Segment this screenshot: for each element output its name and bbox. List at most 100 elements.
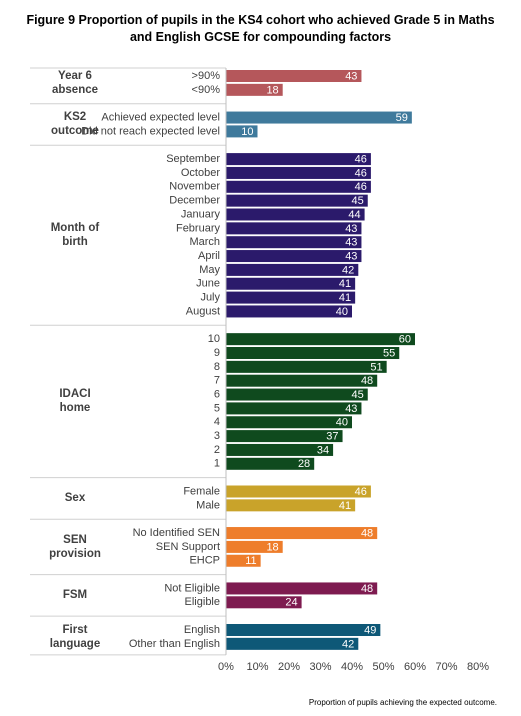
- category-label: 2: [214, 444, 220, 456]
- group-label: SEN provision: [49, 533, 101, 560]
- bar: [226, 457, 315, 470]
- category-label: EHCP: [189, 555, 220, 567]
- bar: [226, 596, 302, 609]
- value-label: 48: [361, 527, 373, 539]
- value-label: 44: [348, 209, 360, 221]
- category-label: September: [166, 153, 220, 165]
- category-label: Other than English: [129, 638, 220, 650]
- bar: [226, 263, 359, 276]
- group-label: Sex: [64, 492, 86, 505]
- bar: [226, 333, 415, 346]
- category-label: February: [176, 222, 221, 234]
- category-label: 9: [214, 347, 220, 359]
- x-tick-label: 40%: [341, 661, 363, 673]
- category-label: 5: [214, 402, 220, 414]
- category-label: August: [186, 305, 220, 317]
- category-label: May: [199, 264, 220, 276]
- value-label: 55: [383, 347, 395, 359]
- value-label: 24: [285, 597, 297, 609]
- x-tick-label: 60%: [404, 661, 426, 673]
- category-label: March: [189, 236, 220, 248]
- bar: [226, 374, 378, 387]
- x-tick-label: 10%: [246, 661, 268, 673]
- value-label: 41: [339, 292, 351, 304]
- category-label: 10: [208, 333, 220, 345]
- category-label: 4: [214, 416, 220, 428]
- bar: [226, 554, 261, 567]
- category-label: SEN Support: [156, 541, 220, 553]
- bar: [226, 582, 378, 595]
- x-tick-label: 70%: [435, 661, 457, 673]
- x-tick-label: 20%: [278, 661, 300, 673]
- bar: [226, 111, 412, 124]
- bar: [226, 208, 365, 221]
- bar: [226, 222, 362, 235]
- bar: [226, 624, 381, 636]
- value-label: 40: [336, 306, 348, 318]
- value-label: 34: [317, 444, 329, 456]
- value-label: 48: [361, 583, 373, 595]
- x-tick-label: 30%: [309, 661, 331, 673]
- value-label: 46: [355, 181, 367, 193]
- category-label: Eligible: [185, 596, 220, 608]
- category-label: >90%: [192, 70, 221, 82]
- footnote: Proportion of pupils achieving the expec…: [309, 698, 497, 707]
- group-label-box: IDACI home: [59, 388, 91, 415]
- x-tick-label: 50%: [372, 661, 394, 673]
- value-label: 45: [352, 195, 364, 207]
- bar: [226, 194, 368, 207]
- value-label: 60: [399, 334, 411, 346]
- bar: [226, 485, 371, 498]
- category-label: English: [184, 624, 220, 636]
- category-label: June: [196, 278, 220, 290]
- bar: [226, 637, 359, 650]
- value-label: 43: [345, 70, 357, 82]
- x-tick-label: 0%: [218, 661, 234, 673]
- value-label: 43: [345, 223, 357, 235]
- category-label: 7: [214, 375, 220, 387]
- bar: [226, 166, 371, 179]
- bar: [226, 291, 356, 304]
- value-label: 43: [345, 403, 357, 415]
- value-label: 43: [345, 250, 357, 262]
- bar: [226, 540, 283, 553]
- value-label: 51: [370, 361, 382, 373]
- bar: [226, 347, 400, 359]
- group-label-box: FSM: [62, 589, 88, 602]
- bar: [226, 236, 362, 249]
- value-label: 18: [266, 84, 278, 96]
- category-label: November: [169, 181, 220, 193]
- category-label: Did not reach expected level: [81, 125, 220, 137]
- bar: [226, 416, 352, 429]
- category-label: 6: [214, 388, 220, 400]
- group-label: IDACI home: [59, 388, 91, 415]
- bar: [226, 402, 362, 415]
- category-label: April: [198, 250, 220, 262]
- group-label: First language: [49, 623, 101, 650]
- group-label-box: Month of birth: [50, 222, 100, 249]
- x-tick-label: 80%: [467, 661, 489, 673]
- group-label: KS2 outcome: [51, 111, 99, 138]
- category-label: July: [200, 292, 220, 304]
- category-label: October: [181, 167, 220, 179]
- value-label: 37: [326, 431, 338, 443]
- category-label: Male: [196, 499, 220, 511]
- bar: [226, 527, 378, 540]
- value-label: 10: [241, 126, 253, 138]
- group-label: Month of birth: [50, 222, 100, 249]
- value-label: 42: [342, 638, 354, 650]
- value-label: 46: [355, 486, 367, 498]
- bar: [226, 305, 352, 318]
- category-label: 8: [214, 361, 220, 373]
- value-label: 11: [245, 555, 256, 567]
- value-label: 41: [339, 278, 351, 290]
- group-label-box: SEN provision: [49, 533, 101, 560]
- group-label-box: First language: [49, 623, 101, 650]
- group-label: FSM: [62, 589, 88, 602]
- group-label: Year 6 absence: [51, 69, 99, 96]
- category-label: No Identified SEN: [133, 527, 220, 539]
- bar: [226, 430, 343, 443]
- value-label: 18: [266, 541, 278, 553]
